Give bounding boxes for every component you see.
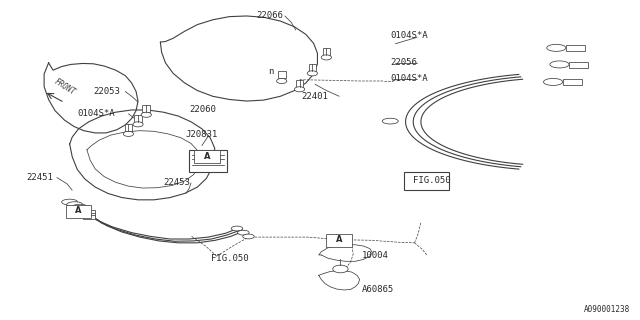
Bar	[73, 210, 84, 213]
Text: A: A	[76, 206, 82, 215]
Bar	[73, 205, 84, 208]
Bar	[134, 115, 142, 122]
Text: FIG.050: FIG.050	[413, 176, 450, 185]
FancyBboxPatch shape	[194, 150, 220, 163]
Ellipse shape	[543, 78, 563, 85]
Ellipse shape	[72, 204, 88, 210]
Ellipse shape	[61, 199, 77, 205]
Ellipse shape	[547, 44, 566, 51]
Ellipse shape	[67, 202, 83, 207]
Bar	[78, 208, 90, 211]
Text: 22053: 22053	[93, 87, 120, 96]
Ellipse shape	[382, 118, 398, 124]
Text: 22451: 22451	[26, 173, 53, 182]
Text: 10004: 10004	[362, 251, 388, 260]
Bar	[296, 80, 303, 87]
Circle shape	[141, 112, 152, 117]
Text: n: n	[268, 67, 273, 76]
FancyBboxPatch shape	[326, 234, 352, 247]
Bar	[73, 208, 84, 211]
Bar	[569, 62, 588, 68]
Circle shape	[307, 71, 317, 76]
Text: 22453: 22453	[164, 178, 191, 187]
Circle shape	[321, 55, 332, 60]
Text: 0104S*A: 0104S*A	[390, 31, 428, 40]
Text: J20831: J20831	[186, 130, 218, 139]
Text: 22056: 22056	[390, 58, 417, 67]
Bar	[125, 124, 132, 131]
Circle shape	[133, 122, 143, 127]
Circle shape	[124, 131, 134, 136]
Text: A60865: A60865	[362, 284, 394, 293]
Ellipse shape	[231, 226, 243, 231]
FancyBboxPatch shape	[189, 150, 227, 172]
Text: 0104S*A: 0104S*A	[77, 109, 115, 118]
Bar	[78, 210, 90, 213]
Text: FRONT: FRONT	[53, 77, 77, 97]
Circle shape	[276, 78, 287, 84]
FancyBboxPatch shape	[66, 205, 92, 218]
Text: 22066: 22066	[256, 12, 283, 20]
Bar	[78, 213, 90, 216]
Bar	[83, 215, 95, 219]
Text: 0104S*A: 0104S*A	[390, 74, 428, 83]
Circle shape	[333, 265, 348, 273]
Bar	[143, 105, 150, 112]
Text: A: A	[204, 152, 210, 161]
Text: FIG.050: FIG.050	[211, 254, 249, 263]
Text: 22060: 22060	[189, 105, 216, 114]
Circle shape	[294, 87, 305, 92]
Bar	[83, 210, 95, 213]
FancyBboxPatch shape	[404, 172, 449, 190]
Text: 22401: 22401	[301, 92, 328, 101]
Bar	[83, 213, 95, 216]
Ellipse shape	[243, 234, 254, 239]
Ellipse shape	[237, 230, 249, 235]
Bar	[563, 79, 582, 85]
Bar	[323, 48, 330, 55]
Bar	[566, 45, 585, 51]
Bar	[308, 64, 316, 71]
Ellipse shape	[550, 61, 569, 68]
Text: A: A	[336, 235, 342, 244]
Bar	[278, 71, 285, 78]
Text: A090001238: A090001238	[584, 305, 630, 314]
